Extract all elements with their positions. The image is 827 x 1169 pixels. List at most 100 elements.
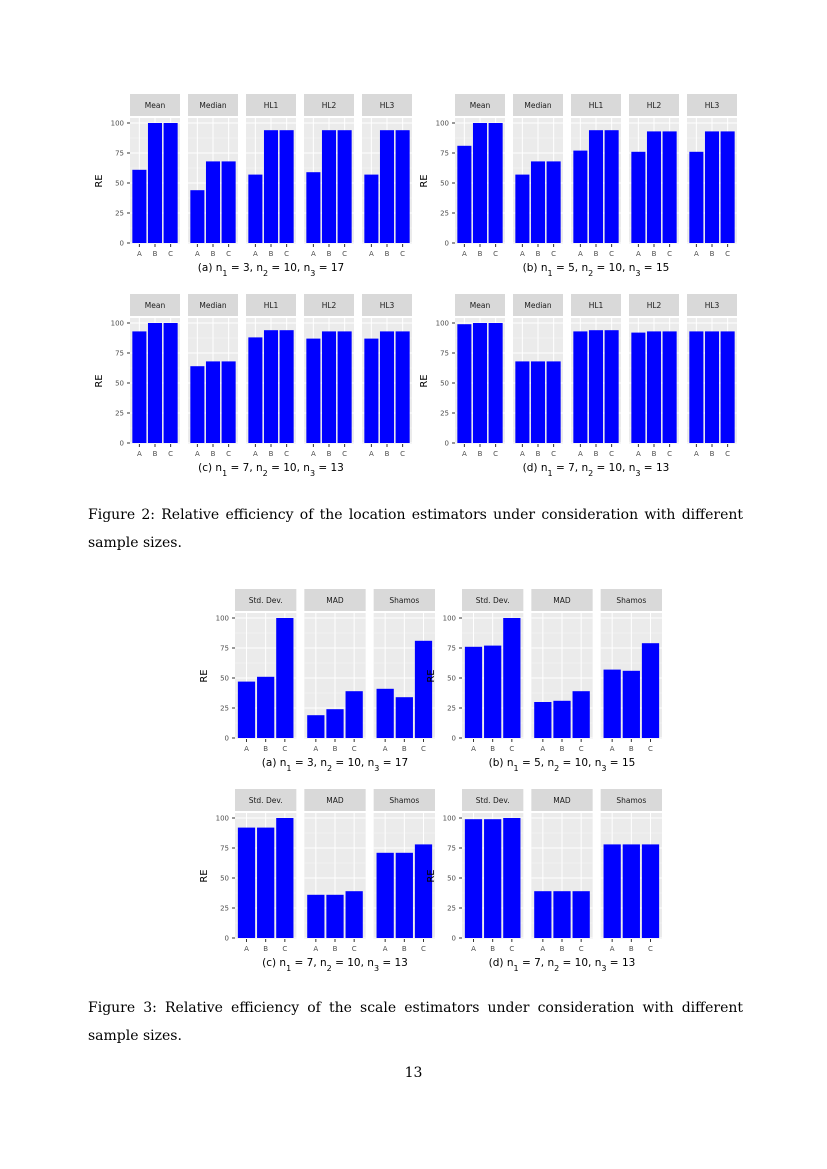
x-tick-label: C: [400, 250, 405, 258]
x-tick-label: C: [168, 450, 173, 458]
x-tick-label: A: [694, 450, 699, 458]
y-tick-label: 50: [440, 180, 449, 188]
y-tick-label: 75: [447, 845, 456, 853]
facet-strip: [531, 589, 593, 611]
x-tick-label: C: [579, 745, 584, 753]
facet-strip: [571, 94, 621, 116]
bar: [414, 844, 433, 938]
facet-strip: [462, 789, 524, 811]
figure2-panel-c-chart: RE 0 25 50 75 100 Mean A B C Median A B C HL1 A B C HL2 A B C…: [94, 294, 412, 478]
bar: [395, 852, 413, 938]
bar: [662, 131, 677, 243]
x-tick-label: B: [402, 945, 407, 953]
y-tick-label: 50: [220, 675, 229, 683]
x-tick-label: A: [369, 250, 374, 258]
y-tick-label: 25: [220, 905, 229, 913]
figure2-panel-c: RE 0 25 50 75 100 Mean A B C Median A B C HL1 A B C HL2 A B C…: [80, 294, 420, 484]
bar: [646, 131, 662, 243]
bar: [263, 330, 279, 443]
bar: [488, 123, 503, 243]
bar: [306, 338, 321, 443]
x-tick-label: B: [333, 945, 338, 953]
bar: [484, 645, 502, 738]
x-tick-label: A: [313, 945, 318, 953]
x-tick-label: A: [369, 450, 374, 458]
facet-label: Shamos: [616, 596, 646, 605]
y-tick-label: 50: [440, 380, 449, 388]
subcaption-text: (d) n1 = 7, n2 = 10, n3 = 13: [523, 462, 670, 478]
facet-strip: [513, 94, 563, 116]
bar: [326, 709, 344, 738]
x-tick-label: C: [421, 945, 426, 953]
x-tick-label: C: [226, 450, 231, 458]
x-tick-label: A: [610, 945, 615, 953]
y-axis-label: RE: [199, 869, 210, 882]
bar: [457, 145, 472, 243]
x-tick-label: B: [333, 745, 338, 753]
x-tick-label: C: [282, 945, 287, 953]
facet-label: HL2: [322, 301, 337, 310]
x-tick-label: C: [284, 250, 289, 258]
x-tick-label: B: [629, 745, 634, 753]
x-tick-label: A: [694, 250, 699, 258]
page-number: 13: [404, 1065, 423, 1081]
x-tick-label: B: [490, 745, 495, 753]
bar: [345, 891, 363, 938]
figure3-panel-b: RE 0 25 50 75 100 Std. Dev. A B C MAD A B C Shamos A B C (…: [412, 589, 672, 779]
bar: [572, 691, 590, 738]
bar: [379, 130, 395, 243]
y-tick-label: 75: [115, 350, 124, 358]
facet-strip: [304, 589, 366, 611]
subcaption-text: (b) n1 = 5, n2 = 10, n3 = 15: [489, 757, 636, 773]
x-tick-label: B: [710, 250, 715, 258]
x-tick-label: A: [520, 250, 525, 258]
facet-strip: [629, 294, 679, 316]
x-tick-label: A: [253, 450, 258, 458]
bar: [205, 361, 221, 443]
bar: [641, 844, 660, 938]
bar: [147, 323, 163, 443]
facet-strip: [600, 789, 662, 811]
x-tick-label: A: [471, 945, 476, 953]
x-tick-label: B: [327, 250, 332, 258]
bar: [205, 161, 221, 243]
facet-strip: [130, 94, 180, 116]
facet-label: HL3: [380, 301, 395, 310]
bar: [472, 323, 488, 443]
y-tick-label: 0: [452, 735, 456, 743]
y-tick-label: 100: [443, 815, 456, 823]
x-tick-label: B: [536, 450, 541, 458]
bar: [307, 715, 325, 738]
y-tick-label: 0: [120, 240, 124, 248]
facet-label: Std. Dev.: [476, 596, 510, 605]
figure2-panel-b: RE 0 25 50 75 100 Mean A B C Median A B C HL1 A B C HL2 A B C…: [405, 94, 745, 284]
facet-label: MAD: [326, 796, 344, 805]
facet-strip: [455, 94, 505, 116]
bar: [337, 331, 352, 443]
x-tick-label: C: [609, 450, 614, 458]
bar: [573, 150, 588, 243]
x-tick-label: C: [648, 745, 653, 753]
figure3-panel-c: RE 0 25 50 75 100 Std. Dev. A B C MAD A B C Shamos A B C (…: [185, 789, 445, 979]
bar: [132, 169, 147, 243]
bar: [604, 330, 619, 443]
facet-strip: [687, 94, 737, 116]
facet-label: Mean: [470, 101, 491, 110]
bar: [248, 337, 263, 443]
bar: [147, 123, 163, 243]
x-tick-label: A: [383, 745, 388, 753]
bar: [279, 130, 294, 243]
y-tick-label: 50: [447, 875, 456, 883]
bar: [395, 331, 410, 443]
facet-strip: [455, 294, 505, 316]
facet-strip: [235, 589, 297, 611]
bar: [604, 130, 619, 243]
y-tick-label: 100: [436, 120, 449, 128]
facet-label: Shamos: [389, 796, 419, 805]
x-tick-label: A: [610, 745, 615, 753]
bar: [641, 643, 660, 738]
x-tick-label: B: [594, 250, 599, 258]
bar: [631, 151, 646, 243]
y-tick-label: 100: [436, 320, 449, 328]
y-axis-label: RE: [426, 869, 437, 882]
